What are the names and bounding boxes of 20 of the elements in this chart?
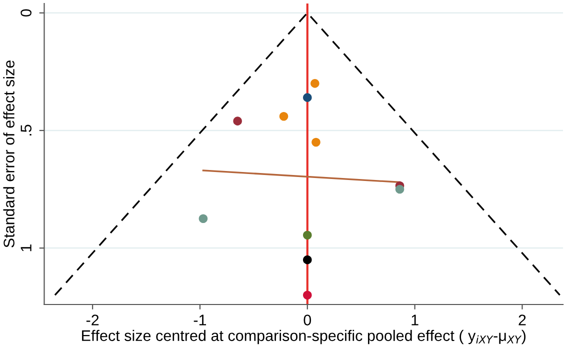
point [233,116,242,126]
point [302,93,312,102]
point [302,230,312,240]
x-tick-label: 0 [304,314,312,326]
x-tick-label: 2 [518,314,526,326]
y-tick-label: 0 [20,9,32,17]
x-axis-title: Effect size centred at comparison-specific pooled effect ( y$_{iXY}$-μ$_{XY}$) [82,330,526,344]
y-axis-title: Standard error of effect size [3,60,14,248]
point [302,290,312,300]
y-tick-label: 1 [20,244,32,252]
y-tick-label: .5 [20,124,32,136]
point [395,184,404,194]
point [198,214,208,224]
x-tick-label: -2 [86,314,99,326]
point [310,79,320,88]
x-tick-label: -1 [194,314,206,326]
point [312,138,320,147]
x-tick-label: 1 [412,314,418,326]
point [279,112,288,121]
point [302,255,312,264]
